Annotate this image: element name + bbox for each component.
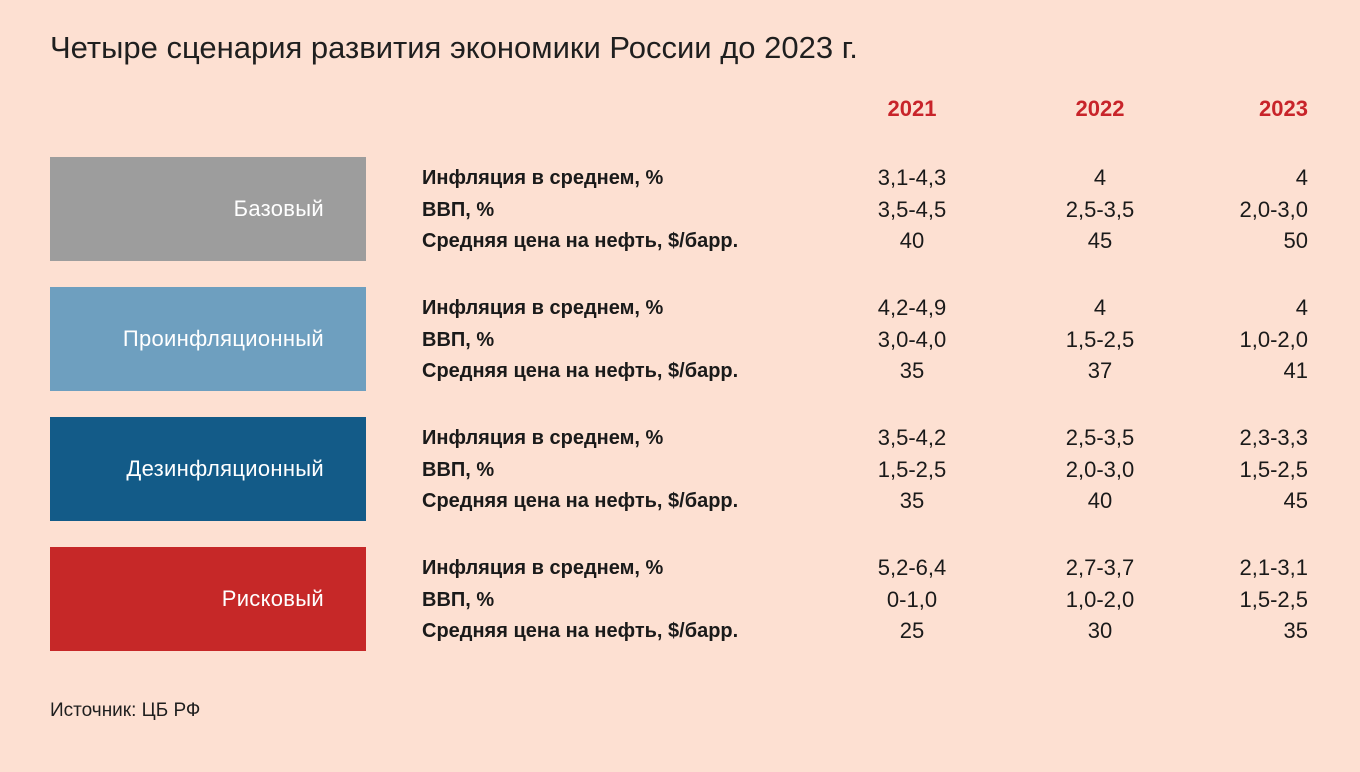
scenario-label: Базовый — [50, 157, 366, 261]
value-cell-oil-price-2021: 35 — [899, 488, 925, 513]
value-cell-inflation-2023: 2,3-3,3 — [1239, 425, 1309, 450]
row-label-inflation: Инфляция в среднем, % — [422, 427, 664, 449]
row-label-oil-price: Средняя цена на нефть, $/барр. — [422, 230, 739, 252]
value-cell-inflation-2023: 4 — [1295, 295, 1308, 320]
value-cell-inflation-2021: 3,5-4,2 — [877, 425, 947, 450]
year-header-2023: 2023 — [1259, 96, 1308, 121]
row-label-oil-price: Средняя цена на нефть, $/барр. — [422, 360, 739, 382]
value-cell-inflation-2022: 2,7-3,7 — [1065, 555, 1135, 580]
value-cell-inflation-2022: 4 — [1093, 295, 1107, 320]
value-cell-inflation-2022: 4 — [1093, 165, 1107, 190]
value-cell-oil-price-2022: 30 — [1087, 618, 1113, 643]
scenario-label: Проинфляционный — [50, 287, 366, 391]
row-label-gdp: ВВП, % — [422, 589, 495, 611]
value-cell-oil-price-2022: 40 — [1087, 488, 1113, 513]
value-cell-oil-price-2022: 45 — [1087, 228, 1113, 253]
value-cell-gdp-2021: 3,5-4,5 — [877, 197, 947, 222]
value-cell-gdp-2022: 1,5-2,5 — [1065, 327, 1135, 352]
value-cell-oil-price-2022: 37 — [1087, 358, 1113, 383]
year-header-2021: 2021 — [887, 96, 937, 121]
value-cell-gdp-2022: 2,5-3,5 — [1065, 197, 1135, 222]
value-cell-oil-price-2023: 35 — [1283, 618, 1308, 643]
chart-title: Четыре сценария развития экономики Росси… — [50, 30, 858, 65]
row-label-gdp: ВВП, % — [422, 329, 495, 351]
value-cell-gdp-2023: 1,0-2,0 — [1239, 327, 1309, 352]
row-label-gdp: ВВП, % — [422, 199, 495, 221]
year-header-2022: 2022 — [1075, 96, 1125, 121]
value-cell-inflation-2022: 2,5-3,5 — [1065, 425, 1135, 450]
value-cell-inflation-2023: 4 — [1295, 165, 1308, 190]
value-cell-gdp-2021: 0-1,0 — [886, 587, 938, 612]
row-label-inflation: Инфляция в среднем, % — [422, 167, 664, 189]
scenario-label: Рисковый — [50, 547, 366, 651]
value-cell-inflation-2023: 2,1-3,1 — [1239, 555, 1309, 580]
value-cell-gdp-2021: 1,5-2,5 — [877, 457, 947, 482]
value-cell-gdp-2023: 1,5-2,5 — [1239, 457, 1309, 482]
value-cell-gdp-2023: 2,0-3,0 — [1239, 197, 1309, 222]
value-cell-oil-price-2021: 40 — [899, 228, 925, 253]
row-label-oil-price: Средняя цена на нефть, $/барр. — [422, 620, 739, 642]
source-note: Источник: ЦБ РФ — [50, 700, 201, 721]
row-label-oil-price: Средняя цена на нефть, $/барр. — [422, 490, 739, 512]
value-cell-inflation-2021: 4,2-4,9 — [877, 295, 947, 320]
row-label-inflation: Инфляция в среднем, % — [422, 557, 664, 579]
row-label-inflation: Инфляция в среднем, % — [422, 297, 664, 319]
row-label-gdp: ВВП, % — [422, 459, 495, 481]
value-cell-oil-price-2023: 41 — [1283, 358, 1308, 383]
value-cell-gdp-2022: 1,0-2,0 — [1065, 587, 1135, 612]
value-cell-oil-price-2021: 35 — [899, 358, 925, 383]
scenario-label: Дезинфляционный — [50, 417, 366, 521]
value-cell-oil-price-2023: 50 — [1283, 228, 1308, 253]
value-cell-inflation-2021: 3,1-4,3 — [877, 165, 947, 190]
value-cell-gdp-2022: 2,0-3,0 — [1065, 457, 1135, 482]
value-cell-inflation-2021: 5,2-6,4 — [877, 555, 947, 580]
value-cell-gdp-2021: 3,0-4,0 — [877, 327, 947, 352]
value-cell-oil-price-2023: 45 — [1283, 488, 1308, 513]
value-cell-oil-price-2021: 25 — [899, 618, 925, 643]
value-cell-gdp-2023: 1,5-2,5 — [1239, 587, 1309, 612]
